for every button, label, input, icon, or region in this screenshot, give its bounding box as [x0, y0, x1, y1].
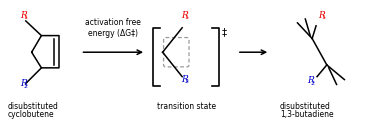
- Text: cyclobutene: cyclobutene: [7, 110, 54, 119]
- Text: 1: 1: [184, 15, 188, 20]
- Text: ‡: ‡: [221, 27, 226, 37]
- Text: transition state: transition state: [156, 102, 215, 111]
- Text: 2: 2: [311, 81, 314, 86]
- Text: activation free: activation free: [85, 18, 141, 27]
- Text: energy (ΔG‡): energy (ΔG‡): [88, 29, 138, 38]
- Text: R: R: [181, 75, 188, 84]
- Text: disubstituted: disubstituted: [280, 102, 331, 111]
- Text: 1: 1: [321, 15, 325, 20]
- Text: R: R: [318, 11, 325, 20]
- Text: 1,3-butadiene: 1,3-butadiene: [280, 110, 333, 119]
- Text: R: R: [20, 79, 27, 88]
- Text: 2: 2: [184, 79, 189, 84]
- Text: disubstituted: disubstituted: [7, 102, 58, 111]
- Text: R: R: [181, 11, 188, 20]
- Text: 2: 2: [23, 84, 27, 89]
- Text: R: R: [20, 11, 27, 20]
- Text: 1: 1: [23, 15, 27, 20]
- Text: R: R: [307, 77, 314, 85]
